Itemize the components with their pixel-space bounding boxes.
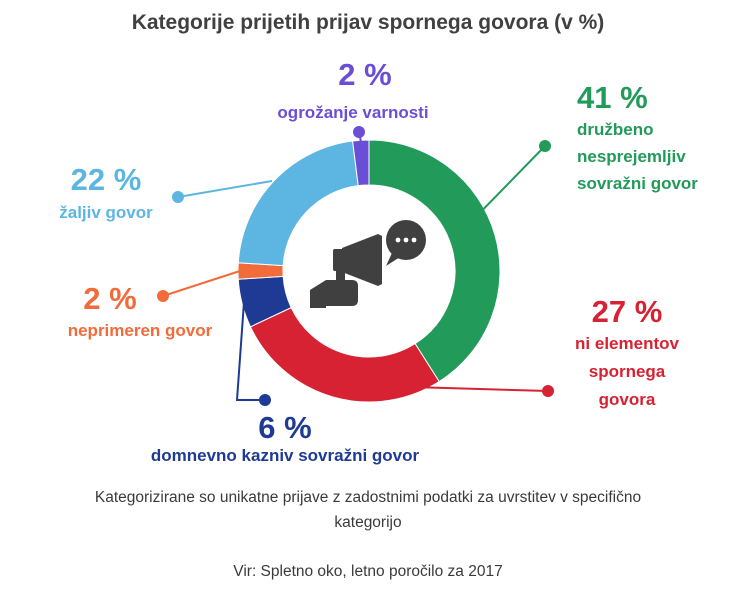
category-label-domnevno-kazniv-sovrazni-govor: domnevno kazniv sovražni govor — [151, 446, 420, 465]
leader-line-druzbeno-nesprejemljiv-sovrazni-govor — [465, 145, 546, 228]
leader-line-zaljiv-govor — [177, 180, 273, 198]
slice-ni-elementov-spornega-govora — [249, 306, 440, 403]
note-line-2: kategorijo — [334, 514, 401, 531]
leader-line-ni-elementov-spornega-govora — [411, 386, 549, 392]
value-label-ogrozanje-varnosti: 2 % — [338, 57, 391, 92]
leader-dot-neprimeren-govor — [157, 290, 169, 302]
category-label-ogrozanje-varnosti: ogrožanje varnosti — [277, 103, 428, 122]
category-label-neprimeren-govor: neprimeren govor — [68, 321, 213, 340]
category-label-druzbeno-nesprejemljiv-sovrazni-govor: nesprejemljiv — [577, 147, 686, 166]
category-label-ni-elementov-spornega-govora: govora — [599, 390, 656, 409]
donut-ring — [237, 139, 501, 403]
slice-druzbeno-nesprejemljiv-sovrazni-govor — [368, 139, 501, 383]
leader-dot-ogrozanje-varnosti — [353, 126, 365, 138]
leader-line-neprimeren-govor — [162, 269, 244, 297]
source: Vir: Spletno oko, letno poročilo za 2017 — [233, 563, 502, 580]
leader-lines — [157, 126, 554, 406]
megaphone-speech-bubble-icon — [310, 220, 426, 308]
note-line-1: Kategorizirane so unikatne prijave z zad… — [95, 489, 641, 506]
value-label-zaljiv-govor: 22 % — [71, 162, 142, 197]
leader-dot-ni-elementov-spornega-govora — [542, 385, 554, 397]
slice-zaljiv-govor — [237, 140, 359, 267]
value-label-druzbeno-nesprejemljiv-sovrazni-govor: 41 % — [577, 80, 648, 115]
slice-ogrozanje-varnosti — [352, 139, 370, 187]
value-label-neprimeren-govor: 2 % — [83, 281, 136, 316]
slice-labels: 41 % družbeno nesprejemljiv sovražni govor 2… — [59, 57, 698, 465]
leader-line-domnevno-kazniv-sovrazni-govor — [235, 301, 265, 401]
value-label-domnevno-kazniv-sovrazni-govor: 6 % — [258, 410, 311, 445]
chart-title: Kategorije prijetih prijav spornega govo… — [132, 11, 605, 34]
leader-dot-domnevno-kazniv-sovrazni-govor — [259, 394, 271, 406]
category-label-ni-elementov-spornega-govora: spornega — [589, 362, 666, 381]
category-label-zaljiv-govor: žaljiv govor — [59, 203, 153, 222]
leader-dot-druzbeno-nesprejemljiv-sovrazni-govor — [539, 140, 551, 152]
category-label-ni-elementov-spornega-govora: ni elementov — [575, 334, 679, 353]
category-label-druzbeno-nesprejemljiv-sovrazni-govor: sovražni govor — [577, 174, 698, 193]
category-label-druzbeno-nesprejemljiv-sovrazni-govor: družbeno — [577, 120, 654, 139]
leader-dot-zaljiv-govor — [172, 191, 184, 203]
value-label-ni-elementov-spornega-govora: 27 % — [592, 294, 663, 329]
